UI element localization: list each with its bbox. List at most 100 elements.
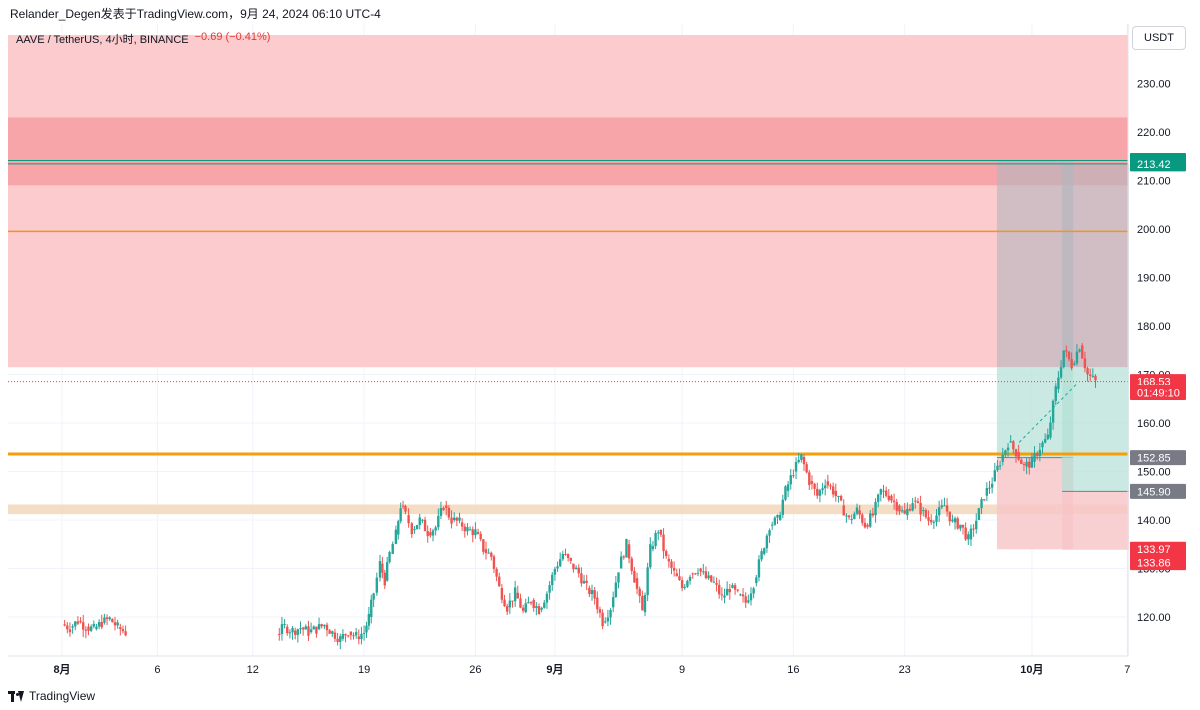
x-tick-label: 26 (469, 664, 481, 676)
candle-body (977, 508, 981, 520)
candle-body (453, 517, 456, 520)
candle-body (484, 549, 488, 554)
candle-body (429, 532, 432, 536)
candle-body (739, 594, 742, 596)
price-change: −0.69 (−0.41%) (194, 31, 271, 43)
candle-body (755, 577, 758, 584)
candle-body (556, 566, 559, 569)
candle-body (741, 594, 745, 597)
price-tag (1130, 555, 1186, 571)
candle-body (781, 499, 784, 515)
candle-body (413, 529, 416, 531)
y-tick-label: 220.00 (1137, 127, 1171, 139)
currency-button[interactable]: USDT (1132, 26, 1186, 50)
candle-body (951, 519, 954, 522)
candle-body (447, 507, 451, 518)
candle-body (900, 510, 904, 512)
candle-body (985, 488, 989, 496)
candle-body (511, 600, 514, 602)
candle-body (527, 602, 530, 604)
candle-body (937, 507, 941, 516)
candle-body (646, 567, 649, 596)
candle-body (720, 594, 724, 596)
x-tick-label: 12 (247, 664, 259, 676)
candle-body (423, 519, 427, 532)
candle-body (1086, 368, 1089, 375)
candle-body (773, 517, 777, 525)
candle-body (638, 588, 641, 597)
candle-body (304, 626, 307, 630)
candle-body (641, 596, 644, 611)
candle-body (529, 602, 533, 604)
candle-body (383, 572, 386, 586)
candle-body (988, 487, 991, 489)
candle-body (1030, 456, 1034, 468)
price-tag-label: 152.85 (1137, 453, 1171, 465)
candle-body (940, 505, 943, 508)
candle-body (996, 465, 999, 471)
candle-body (649, 544, 652, 568)
candle-body (792, 475, 795, 477)
candle-body (418, 517, 421, 526)
candle-body (437, 515, 440, 528)
candle-body (932, 521, 936, 523)
candle-body (694, 573, 697, 575)
candle-body (704, 571, 708, 579)
candle-body (961, 524, 965, 528)
candle-body (813, 483, 816, 489)
candle-body (307, 626, 310, 636)
candle-body (906, 508, 909, 516)
candle-body (278, 633, 281, 635)
candle-body (401, 505, 405, 507)
price-tag (1130, 483, 1186, 499)
candle-body (699, 568, 702, 572)
candle-body (468, 529, 472, 531)
candle-body (887, 495, 890, 501)
y-tick-label: 120.00 (1137, 612, 1171, 624)
candle-body (585, 580, 588, 583)
projection-line (1018, 383, 1077, 443)
strong-supply-zone (8, 117, 1128, 186)
candle-body (553, 568, 557, 575)
candle-body (1033, 453, 1036, 462)
candle-body (495, 568, 498, 577)
candle-body (474, 529, 477, 536)
candle-body (765, 535, 769, 549)
demand-zone (8, 504, 1128, 515)
candle-body (1014, 449, 1018, 457)
candle-body (784, 486, 787, 500)
candle-body (455, 517, 459, 521)
long-position-2-profit-area (1062, 367, 1129, 492)
candle-body (1062, 350, 1065, 368)
x-tick-label: 8月 (53, 663, 70, 676)
candle-body (590, 590, 594, 595)
publisher-header: Relander_Degen发表于TradingView.com，9月 24, … (0, 0, 1200, 26)
candle-body (524, 603, 527, 613)
candle-body (993, 470, 996, 482)
candle-body (855, 507, 859, 514)
candle-body (1049, 422, 1052, 438)
candle-body (794, 462, 798, 472)
candle-body (460, 522, 464, 527)
price-tag (1130, 384, 1186, 400)
candle-body (877, 494, 880, 502)
long-position-1-stop-area (996, 457, 1074, 550)
candle-body (482, 539, 485, 552)
candle-body (397, 521, 400, 535)
candle-body (291, 628, 294, 633)
supply-zone (8, 35, 1128, 368)
long-position-1-profit-area (996, 367, 1074, 458)
candle-body (643, 595, 647, 613)
candle-body (537, 606, 541, 615)
candle-body (908, 508, 912, 511)
candle-body (680, 579, 684, 589)
candle-body (712, 581, 716, 583)
candle-body (458, 517, 461, 521)
candle-body (604, 621, 607, 623)
candle-body (336, 638, 339, 642)
candle-body (839, 495, 843, 501)
candle-body (1073, 363, 1076, 365)
candle-body (922, 510, 925, 512)
